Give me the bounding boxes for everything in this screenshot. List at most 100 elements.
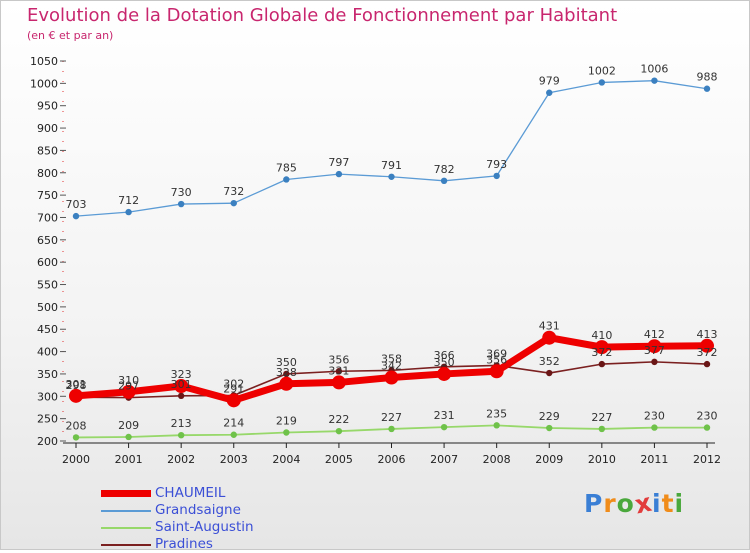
data-label-grandsaigne: 979: [539, 75, 560, 88]
data-point-grandsaigne: [283, 176, 290, 183]
data-point-pradines: [283, 370, 290, 378]
x-tick-label: 2006: [378, 453, 406, 466]
data-point-pradines: [651, 358, 658, 366]
logo-letter: o: [616, 489, 635, 518]
data-label-saint-augustin: 213: [171, 417, 192, 430]
data-label-saint-augustin: 209: [118, 419, 139, 432]
data-label-pradines: 350: [276, 356, 297, 369]
legend-swatch: [101, 526, 151, 529]
data-label-pradines: 372: [591, 346, 612, 359]
data-label-pradines: 352: [539, 355, 560, 368]
data-point-grandsaigne: [493, 172, 500, 180]
data-point-saint-augustin: [651, 424, 658, 431]
proxiti-logo: Proxiti: [584, 488, 684, 520]
data-label-saint-augustin: 235: [486, 407, 507, 420]
data-label-chaumeil: 328: [276, 366, 297, 379]
data-label-chaumeil: 331: [328, 364, 349, 377]
data-label-grandsaigne: 791: [381, 159, 402, 172]
data-label-pradines: 358: [381, 352, 402, 365]
data-point-saint-augustin: [230, 431, 237, 438]
data-label-chaumeil: 310: [118, 374, 139, 387]
data-label-grandsaigne: 703: [66, 198, 87, 211]
data-point-chaumeil: [542, 330, 557, 345]
chart-title: Evolution de la Dotation Globale de Fonc…: [27, 5, 618, 26]
x-tick-label: 2009: [535, 453, 563, 466]
x-tick-label: 2003: [220, 453, 248, 466]
y-tick-label: 700: [37, 211, 58, 224]
data-label-grandsaigne: 732: [223, 185, 244, 198]
x-tick-label: 2004: [272, 453, 300, 466]
y-tick-label: 1000: [30, 77, 58, 90]
data-point-pradines: [598, 360, 606, 368]
data-label-chaumeil: 323: [171, 368, 192, 381]
data-label-pradines: 377: [644, 344, 665, 357]
legend-item-grandsaigne: Grandsaigne: [101, 502, 254, 519]
legend-swatch: [101, 509, 151, 512]
data-label-pradines: 298: [66, 379, 87, 392]
data-label-chaumeil: 410: [591, 329, 612, 342]
data-point-saint-augustin: [72, 434, 80, 441]
data-point-chaumeil: [594, 340, 609, 355]
data-point-saint-augustin: [388, 425, 395, 433]
data-point-saint-augustin: [703, 424, 711, 431]
data-point-chaumeil: [121, 384, 136, 399]
data-point-saint-augustin: [283, 429, 290, 436]
y-tick-label: 600: [37, 256, 58, 269]
x-tick-label: 2010: [588, 453, 616, 466]
x-tick-label: 2002: [167, 453, 195, 466]
y-tick-label: 1050: [30, 55, 58, 68]
data-label-saint-augustin: 230: [644, 410, 665, 423]
data-label-chaumeil: 431: [539, 320, 560, 333]
data-point-grandsaigne: [125, 208, 132, 216]
legend-item-chaumeil: CHAUMEIL: [101, 485, 254, 502]
data-point-chaumeil: [69, 388, 83, 403]
data-label-saint-augustin: 229: [539, 410, 560, 423]
data-point-grandsaigne: [72, 212, 80, 220]
y-tick-label: 900: [37, 122, 58, 135]
data-point-grandsaigne: [335, 170, 343, 178]
data-label-chaumeil: 356: [486, 353, 507, 366]
data-label-grandsaigne: 1006: [640, 63, 668, 76]
legend-label: Pradines: [155, 536, 213, 552]
y-tick-label: 850: [37, 144, 58, 157]
legend-item-saint-augustin: Saint-Augustin: [101, 519, 254, 536]
data-label-pradines: 301: [171, 378, 192, 391]
data-label-chaumeil: 301: [66, 378, 87, 391]
data-point-grandsaigne: [651, 77, 658, 84]
data-label-grandsaigne: 712: [118, 194, 139, 207]
data-point-chaumeil: [489, 364, 504, 379]
data-label-chaumeil: 350: [434, 356, 455, 369]
y-tick-label: 650: [37, 234, 58, 247]
data-label-grandsaigne: 988: [697, 71, 718, 84]
x-tick-label: 2000: [62, 453, 90, 466]
y-tick-label: 500: [37, 301, 58, 314]
data-point-pradines: [177, 392, 185, 400]
data-label-saint-augustin: 231: [434, 409, 455, 422]
data-point-saint-augustin: [493, 422, 500, 429]
y-tick-label: 800: [37, 167, 58, 180]
data-point-grandsaigne: [440, 177, 448, 185]
data-label-saint-augustin: 219: [276, 415, 297, 428]
x-tick-label: 2005: [325, 453, 353, 466]
legend-swatch: [101, 490, 151, 497]
data-point-pradines: [546, 369, 553, 377]
y-tick-label: 300: [37, 390, 58, 403]
data-label-saint-augustin: 222: [328, 413, 349, 426]
data-point-chaumeil: [331, 375, 346, 390]
data-label-saint-augustin: 227: [591, 411, 612, 424]
logo-letter: P: [584, 489, 604, 518]
data-point-pradines: [335, 368, 343, 375]
legend: CHAUMEIL Grandsaigne Saint-Augustin Prad…: [101, 485, 254, 553]
data-point-chaumeil: [384, 370, 399, 385]
data-point-grandsaigne: [546, 89, 553, 96]
legend-label: Grandsaigne: [155, 502, 241, 518]
x-tick-label: 2008: [483, 453, 511, 466]
data-point-grandsaigne: [230, 199, 237, 207]
data-label-grandsaigne: 793: [486, 158, 507, 171]
x-tick-label: 2007: [430, 453, 458, 466]
data-point-chaumeil: [700, 338, 714, 353]
legend-item-pradines: Pradines: [101, 536, 254, 553]
data-point-chaumeil: [226, 393, 241, 408]
data-point-saint-augustin: [335, 427, 343, 435]
